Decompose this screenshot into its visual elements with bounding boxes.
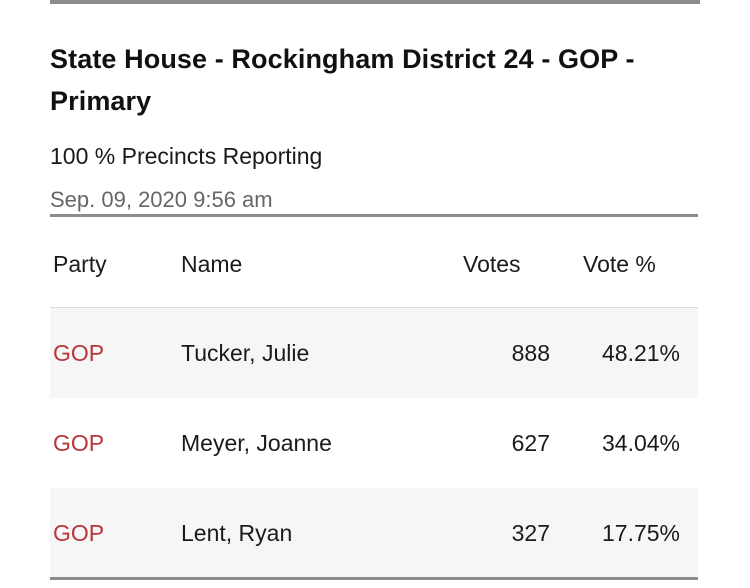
votes-cell: 327 (511, 520, 550, 546)
vote-pct-cell: 48.21% (601, 340, 680, 366)
table-row: GOP Meyer, Joanne 627 34.04% (50, 398, 698, 488)
vote-pct-cell: 34.04% (601, 430, 680, 456)
header-divider (50, 214, 698, 217)
votes-cell: 888 (511, 340, 550, 366)
votes-cell: 627 (511, 430, 550, 456)
party-cell: GOP (53, 430, 105, 456)
column-header-party: Party (53, 251, 107, 277)
column-header-votes: Votes (463, 251, 521, 277)
vote-pct-cell: 17.75% (601, 520, 680, 546)
party-cell: GOP (53, 520, 105, 546)
column-header-name: Name (181, 251, 243, 277)
table-row: GOP Lent, Ryan 327 17.75% (50, 488, 698, 578)
column-header-vote-pct: Vote % (583, 251, 656, 277)
candidate-name-cell: Lent, Ryan (181, 520, 293, 546)
top-divider (50, 0, 700, 4)
race-title: State House - Rockingham District 24 - G… (50, 44, 635, 116)
updated-timestamp: Sep. 09, 2020 9:56 am (50, 187, 273, 212)
results-table: Party Name Votes Vote % GOP Tucker, Juli… (50, 217, 698, 578)
table-row: GOP Tucker, Julie 888 48.21% (50, 308, 698, 398)
candidate-name-cell: Meyer, Joanne (181, 430, 332, 456)
table-header: Party Name Votes Vote % (50, 217, 698, 308)
candidate-name-cell: Tucker, Julie (181, 340, 310, 366)
precincts-reporting: 100 % Precincts Reporting (50, 143, 323, 169)
party-cell: GOP (53, 340, 105, 366)
bottom-divider (50, 577, 698, 580)
